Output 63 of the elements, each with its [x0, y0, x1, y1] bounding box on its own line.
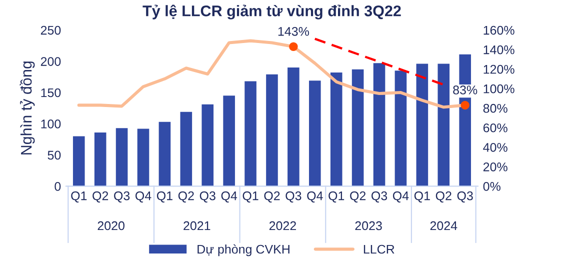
text: 2021 [184, 221, 210, 230]
bar [72, 136, 85, 186]
y2-tick-label: 0% [483, 182, 500, 191]
y2-tick-label: 160% [484, 26, 514, 35]
x-tick-label: Q1 [328, 191, 344, 202]
bar [202, 104, 214, 186]
y-axis-title: Nghìn tỷ đồng [20, 62, 35, 154]
y2-tick-label: 60% [483, 123, 508, 132]
bar [266, 74, 278, 186]
x-tick-label: Q2 [350, 191, 366, 202]
x-tick-label: Q3 [286, 191, 302, 202]
text: 2020 [98, 221, 124, 230]
y2-tick-label: 40% [483, 142, 508, 152]
x-tick-label: Q2 [178, 191, 194, 202]
bar [373, 63, 386, 186]
x-tick-label: Q2 [264, 191, 280, 202]
y-tick-label: 200 [40, 57, 61, 66]
x-tick-label: Q4 [136, 191, 152, 202]
x-tick-label: Q1 [156, 191, 172, 202]
x-tick-label: Q4 [392, 191, 409, 202]
chart-title: Tỷ lệ LLCR giảm từ vùng đỉnh 3Q22 [142, 4, 401, 20]
bar [158, 122, 171, 186]
x-tick-label: Q3 [457, 191, 473, 202]
x-tick-label: Q2 [436, 191, 452, 202]
text: 2024 [430, 221, 458, 230]
bar [116, 128, 128, 186]
x-tick-label: Q3 [114, 191, 130, 202]
text: 2023 [355, 221, 382, 230]
y-tick-label: 0 [54, 182, 61, 191]
bar [137, 128, 150, 186]
data-label: 83% [453, 86, 478, 94]
y-tick-label: 100 [41, 120, 61, 128]
bar [330, 72, 342, 186]
y2-tick-label: 120% [484, 64, 514, 74]
y2-tick-label: 140% [484, 45, 514, 54]
legend-label: LLCR [364, 244, 394, 254]
bar [244, 81, 256, 186]
bar [180, 112, 192, 186]
x-tick-label: Q4 [221, 191, 238, 202]
y2-tick-label: 80% [483, 104, 508, 113]
text: 2022 [269, 221, 296, 230]
bar [438, 64, 450, 186]
y2-tick-label: 20% [483, 162, 508, 172]
data-label: 143% [278, 26, 309, 36]
y-tick-label: 150 [41, 88, 61, 98]
x-tick-label: Q1 [414, 191, 430, 202]
y-tick-label: 50 [48, 150, 61, 160]
x-tick-label: Q2 [92, 191, 108, 202]
bar [223, 96, 235, 186]
x-tick-label: Q3 [200, 191, 216, 202]
bar [94, 132, 106, 186]
bar [288, 68, 300, 186]
bar [394, 70, 407, 186]
x-tick-label: Q1 [242, 191, 258, 202]
x-tick-label: Q3 [372, 191, 388, 202]
y-tick-label: 250 [40, 26, 61, 35]
x-tick-label: Q1 [71, 191, 87, 202]
legend-label: Dự phòng CVKH [198, 244, 290, 256]
bar [308, 80, 321, 186]
bar [352, 69, 364, 186]
bar [416, 64, 428, 186]
x-tick-label: Q4 [307, 191, 323, 202]
y2-tick-label: 100% [484, 84, 514, 94]
